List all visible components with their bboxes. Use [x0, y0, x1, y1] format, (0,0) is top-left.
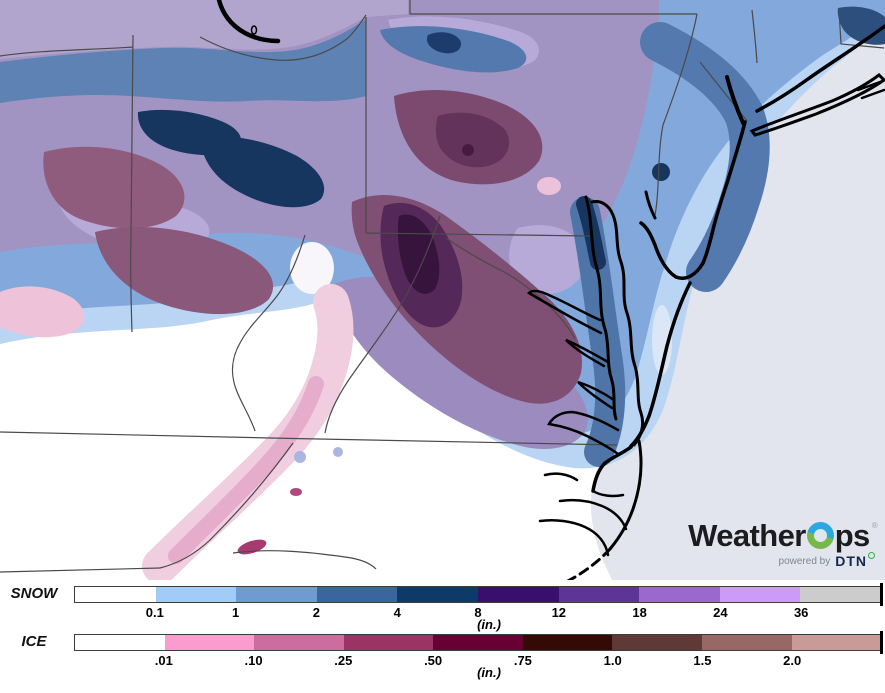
ice-tick-label: 1.0	[603, 653, 622, 668]
ice-tick-label: .25	[334, 653, 353, 668]
ice-contours	[0, 284, 354, 580]
snow-tick-label: 4	[393, 605, 401, 620]
weatherops-globe-o-icon	[806, 522, 834, 549]
snow-color-segment	[477, 587, 559, 602]
ice-color-scale-bar	[74, 634, 882, 651]
snow-color-segment	[558, 587, 640, 602]
ice-color-segment	[433, 635, 523, 650]
dtn-degree-icon	[868, 552, 875, 559]
ice-color-segment	[791, 635, 882, 650]
snow-color-segment	[316, 587, 398, 602]
legend-panel: SNOW 0.1 1 2 4 8 12 18 24 36 (in.) ICE .01.10.25…	[0, 580, 885, 693]
snow-legend-row: SNOW 0.1 1 2 4 8 12 18 24 36 (in.)	[0, 580, 885, 633]
ice-tick-label: 1.5	[693, 653, 712, 668]
ice-scale-end-tick	[880, 631, 883, 654]
ice-color-segment	[522, 635, 613, 650]
ice-legend-title: ICE	[21, 633, 47, 650]
ice-tick-labels: .01 .10 .25 .50 .75 1.0 1.5 2.0	[74, 653, 882, 668]
snow-tick-label: 36	[793, 605, 809, 620]
ice-tick-label: .75	[513, 653, 532, 668]
registered-trademark-icon: ®	[871, 521, 878, 530]
snow-tick-label: 24	[713, 605, 728, 620]
weather-map-graphic	[0, 0, 885, 580]
ice-tick-label: .01	[154, 653, 173, 668]
powered-by-dtn: powered by DTN	[688, 552, 875, 568]
ice-color-segment	[75, 635, 165, 650]
snow-tick-label: 0.1	[145, 605, 164, 620]
snow-tick-label: 12	[551, 605, 567, 620]
snow-unit-label: (in.)	[477, 617, 501, 632]
dtn-logo-text: DTN	[835, 552, 875, 568]
weatherops-wordmark: Weather ps ®	[688, 520, 877, 551]
snow-color-segment	[397, 587, 478, 602]
snow-scale-end-tick	[880, 583, 883, 606]
ice-tick-label: .50	[424, 653, 443, 668]
ice-legend-row: ICE .01 .10 .25 .50 .75 1.0 1.5 2.0 (in.)	[0, 628, 885, 681]
snow-color-scale-bar	[74, 586, 882, 603]
snow-tick-label: 8	[474, 605, 482, 620]
atlantic-ocean	[590, 26, 885, 580]
snow-color-segment	[75, 587, 156, 602]
ice-color-segment	[164, 635, 255, 650]
snow-color-segment	[639, 587, 720, 602]
ice-color-segment	[612, 635, 702, 650]
snow-tick-label: 1	[231, 605, 240, 620]
snow-tick-label: 2	[312, 605, 321, 620]
snow-color-segment	[155, 587, 237, 602]
weatherops-logo: Weather ps ® powered by DTN	[688, 520, 877, 568]
ice-color-segment	[343, 635, 434, 650]
ice-tick-label: 2.0	[783, 653, 802, 668]
ice-tick-label: .10	[244, 653, 263, 668]
ice-color-segment	[701, 635, 792, 650]
ice-color-segment	[254, 635, 344, 650]
brand-text-ps: ps	[834, 518, 871, 553]
snow-color-segment	[236, 587, 317, 602]
state-borders	[0, 0, 885, 573]
snow-tick-labels: 0.1 1 2 4 8 12 18 24 36	[74, 605, 882, 620]
brand-text-weather: Weather	[688, 518, 806, 553]
snow-color-segment	[800, 587, 881, 602]
coastline	[216, 0, 885, 580]
ice-unit-label: (in.)	[477, 665, 501, 680]
map-canvas: Weather ps ® powered by DTN	[0, 0, 885, 580]
snow-legend-title: SNOW	[10, 585, 58, 602]
snow-tick-label: 18	[632, 605, 647, 620]
powered-by-text: powered by	[778, 555, 831, 567]
snow-color-segment	[719, 587, 801, 602]
